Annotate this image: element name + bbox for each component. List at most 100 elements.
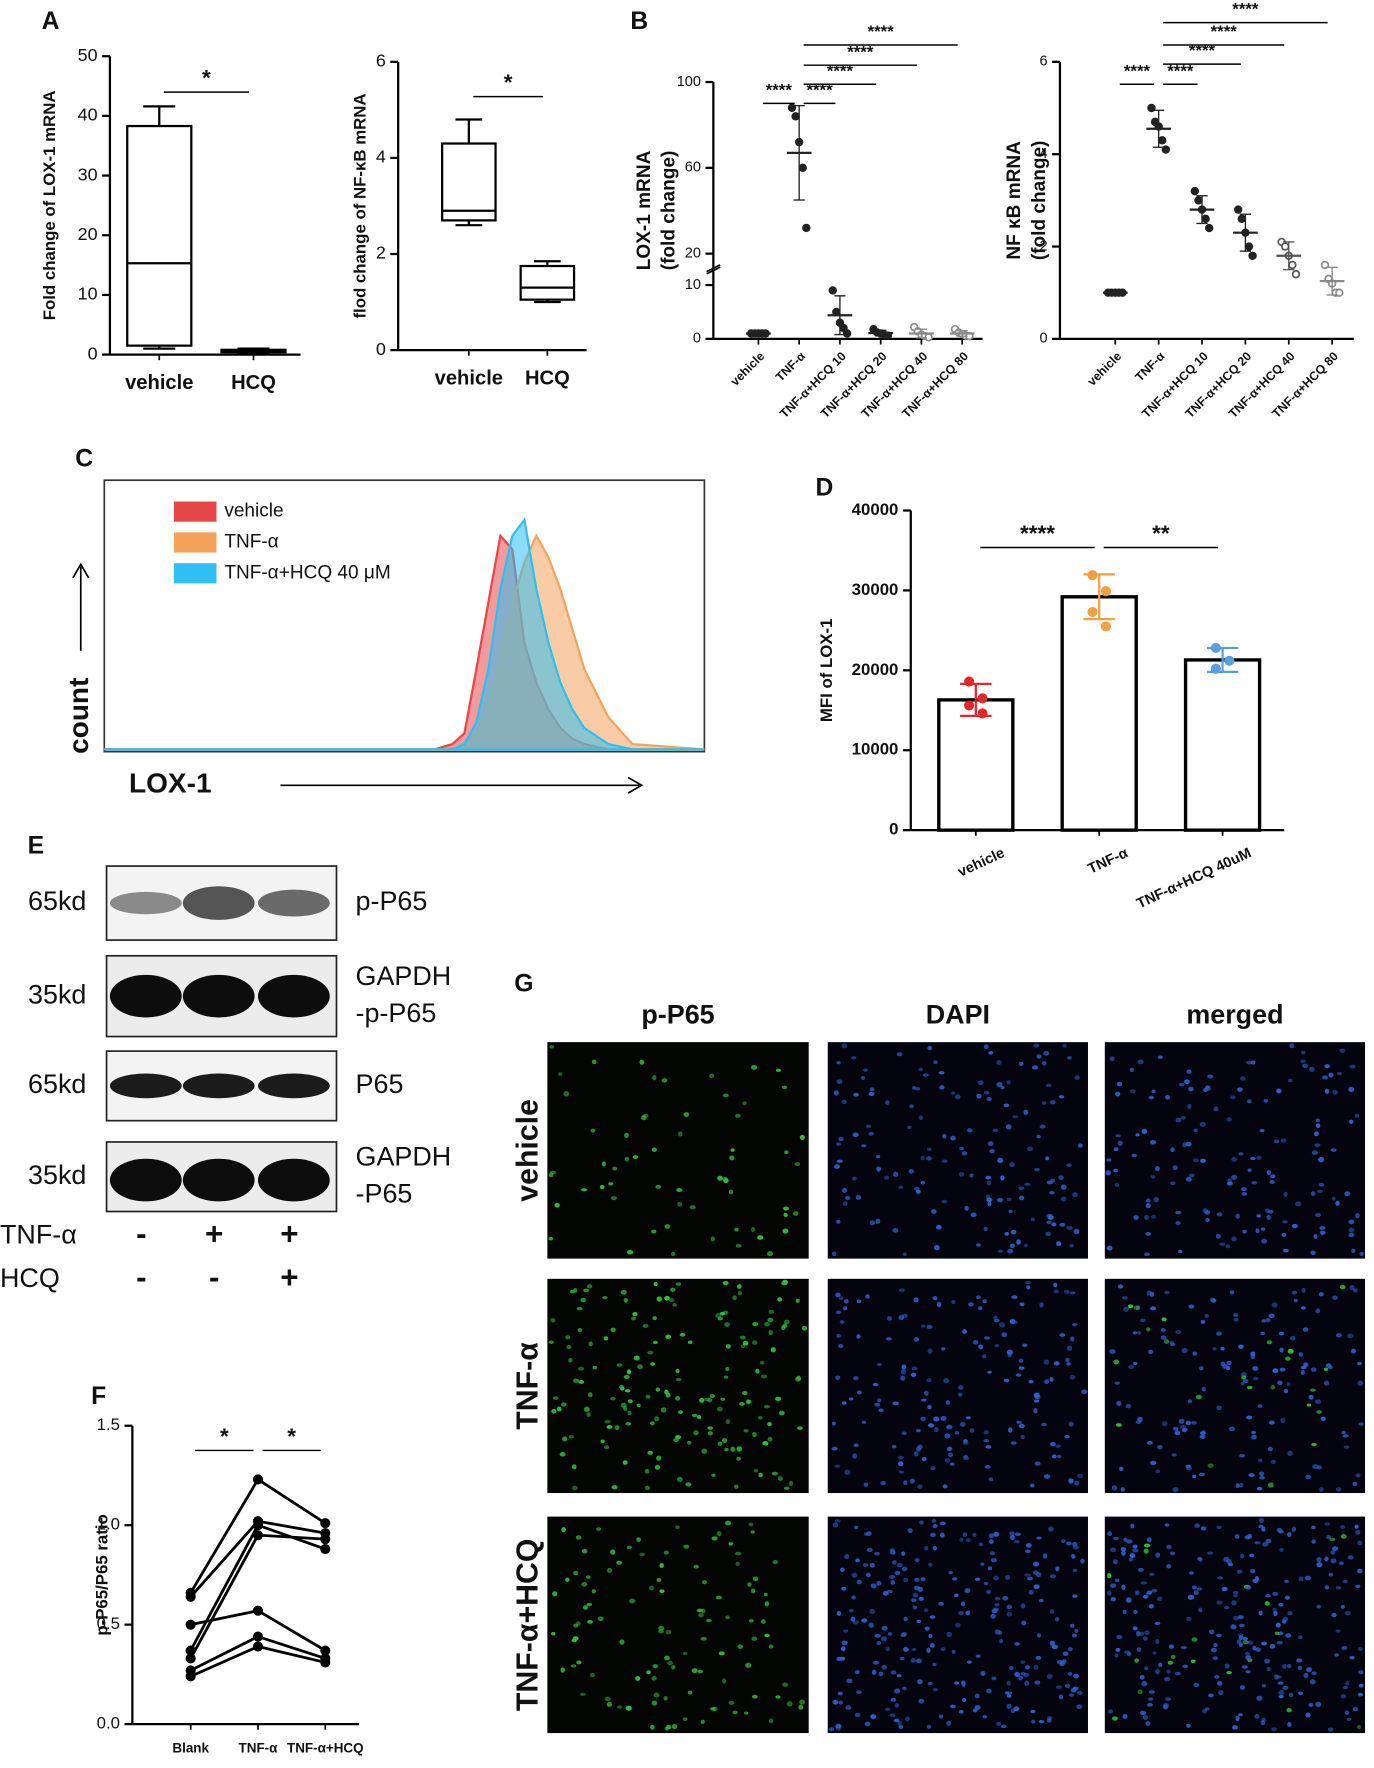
nucleus [551,1408,557,1414]
nucleus [1004,1232,1009,1236]
nucleus [1073,1673,1080,1679]
nucleus [586,1284,593,1289]
nucleus [914,1558,920,1563]
nucleus [1114,1182,1119,1187]
nucleus [1133,1610,1138,1614]
nucleus [1058,1095,1065,1099]
nucleus [1020,1603,1026,1609]
nucleus [767,1436,773,1442]
nucleus [750,1227,756,1233]
nucleus [1200,1320,1206,1324]
nucleus [1228,1426,1236,1432]
nucleus [1340,1604,1345,1609]
nucleus [1304,1575,1312,1581]
nucleus [1200,1158,1206,1163]
nucleus [626,1249,634,1255]
x-tick-label: TNF-α+HCQ [287,1740,364,1755]
nucleus [876,1581,882,1586]
nucleus [1355,1212,1360,1219]
nucleus [1189,1571,1194,1575]
nucleus [1129,1067,1134,1073]
nucleus [622,1460,628,1465]
nucleus [1252,1645,1257,1651]
nucleus [836,1061,841,1065]
blot-band [109,1158,182,1202]
nucleus [927,1562,933,1567]
nucleus [1169,1551,1176,1556]
nucleus [1023,1109,1029,1115]
nucleus [1018,1061,1024,1066]
nucleus [1024,1182,1031,1186]
nucleus [1237,1615,1244,1620]
nucleus [992,1607,1000,1612]
nucleus [901,1631,908,1636]
nucleus [620,1386,625,1391]
nucleus [580,1297,586,1303]
nucleus [1032,1561,1040,1567]
nucleus [742,1340,749,1346]
nucleus [656,1296,662,1302]
nucleus [798,1704,804,1710]
nucleus [551,1632,556,1636]
nucleus [1024,1680,1030,1686]
nucleus [654,1416,660,1422]
y-tick-label: 40000 [852,500,899,519]
nucleus [988,1477,994,1482]
nucleus [626,1545,632,1550]
x-tick-label: TNF-α+HCQ 40uM [1134,845,1253,912]
nucleus [861,1420,867,1424]
nucleus [997,1630,1003,1635]
nucleus [1023,1673,1030,1678]
nucleus [687,1340,693,1345]
nucleus [775,1695,781,1699]
nucleus [982,1354,987,1359]
density-curve [104,517,705,751]
nucleus [1130,1523,1135,1529]
nucleus [1068,1693,1074,1697]
nucleus [831,1251,837,1257]
nucleus [610,1396,616,1401]
nucleus [983,1226,988,1231]
nucleus [927,1046,933,1051]
nucleus [1033,1408,1038,1414]
nucleus [669,1298,675,1302]
nucleus [1204,1210,1211,1215]
nucleus [1342,1579,1348,1584]
nucleus [650,1362,656,1366]
nucleus [1191,1585,1197,1590]
nucleus [627,1399,633,1404]
nucleus [715,1312,722,1318]
blot-label: P65 [356,1069,404,1099]
data-point [1244,242,1254,251]
nucleus [1139,1318,1146,1323]
nucleus [663,1550,669,1555]
nucleus [1298,1691,1304,1695]
nucleus [691,1668,698,1674]
nucleus [1175,1210,1182,1215]
nucleus [1113,1147,1119,1152]
y-tick-label: 6 [376,51,386,71]
nucleus [1132,1544,1138,1549]
nucleus [685,1482,692,1487]
nucleus [717,1175,723,1181]
nucleus [620,1289,627,1295]
data-point [1234,205,1243,214]
nucleus [1049,1609,1055,1614]
nucleus [661,1078,668,1083]
nucleus [920,1180,926,1185]
data-point [252,1631,264,1642]
nucleus [1132,1626,1138,1631]
nucleus [1216,1405,1222,1411]
nucleus [1232,1725,1238,1730]
nucleus [975,1654,981,1658]
nucleus [1241,1192,1247,1196]
nucleus [851,1176,857,1181]
nucleus [1109,1583,1117,1589]
row-label: TNF-α+HCQ [511,1539,544,1711]
nucleus [1301,1063,1309,1069]
nucleus [1280,1138,1287,1143]
nucleus [707,1431,713,1436]
nucleus [944,1433,951,1439]
blot-band [109,974,182,1018]
nucleus [1344,1191,1351,1197]
